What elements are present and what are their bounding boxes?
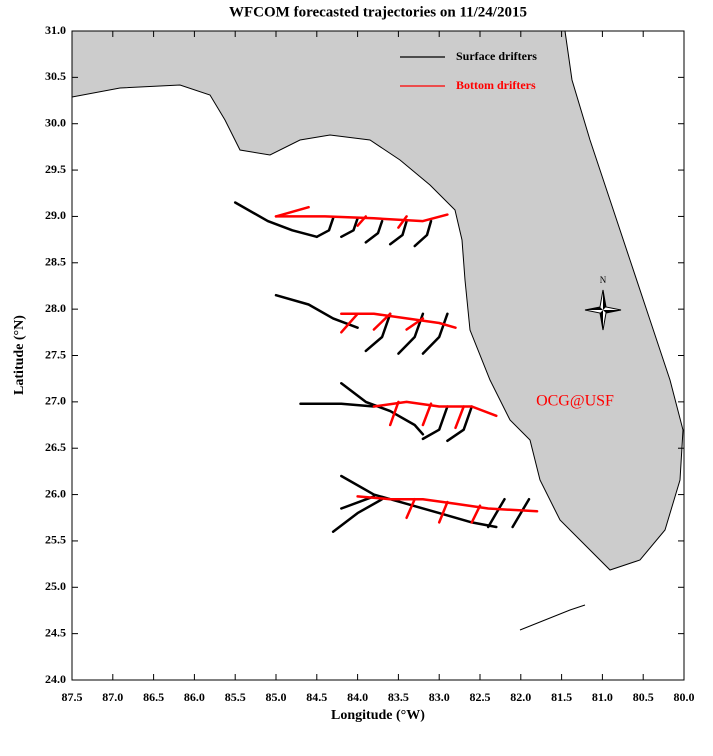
trajectory	[405, 497, 416, 520]
x-tick-label: 84.5	[306, 690, 327, 704]
x-tick-label: 83.5	[388, 690, 409, 704]
y-tick-label: 31.0	[45, 23, 66, 37]
trajectory	[372, 400, 498, 418]
y-tick-label: 30.0	[45, 115, 66, 129]
trajectory	[331, 497, 384, 533]
trajectory	[397, 215, 408, 229]
trajectory	[421, 402, 433, 427]
trajectory	[340, 382, 425, 436]
compass-label: N	[600, 275, 607, 285]
trajectory	[421, 405, 449, 441]
y-tick-label: 27.0	[45, 394, 66, 408]
trajectory	[315, 217, 335, 239]
y-tick-label: 27.5	[45, 347, 66, 361]
trajectory	[470, 504, 482, 524]
y-tick-label: 26.0	[45, 486, 66, 500]
x-tick-label: 83.0	[429, 690, 450, 704]
trajectory	[274, 205, 310, 218]
trajectory	[274, 293, 359, 329]
trajectory	[388, 219, 408, 246]
y-tick-label: 25.0	[45, 579, 66, 593]
trajectory	[340, 312, 359, 334]
keys	[519, 604, 586, 631]
x-tick-label: 87.5	[62, 690, 83, 704]
y-tick-label: 28.0	[45, 301, 66, 315]
trajectory	[364, 219, 384, 244]
trajectory	[364, 312, 392, 353]
x-tick-label: 80.0	[674, 690, 695, 704]
y-tick-label: 29.0	[45, 208, 66, 222]
y-tick-label: 24.5	[45, 625, 66, 639]
trajectory	[454, 405, 465, 430]
y-tick-label: 24.0	[45, 672, 66, 686]
x-axis-label: Longitude (°W)	[331, 708, 425, 723]
chart-title: WFCOM forecasted trajectories on 11/24/2…	[229, 4, 527, 20]
trajectory	[340, 312, 457, 329]
x-tick-label: 86.0	[184, 690, 205, 704]
x-tick-label: 87.0	[102, 690, 123, 704]
trajectory	[356, 495, 539, 513]
compass: N	[584, 275, 622, 331]
x-tick-label: 81.0	[592, 690, 613, 704]
trajectory	[413, 219, 433, 248]
land	[72, 31, 684, 571]
trajectory	[356, 215, 368, 227]
legend-label: Surface drifters	[456, 49, 537, 63]
x-tick-label: 85.0	[266, 690, 287, 704]
y-axis-label: Latitude (°N)	[12, 315, 27, 395]
trajectory	[446, 405, 474, 443]
legend-label: Bottom drifters	[456, 78, 536, 92]
x-tick-label: 82.5	[470, 690, 491, 704]
y-tick-label: 25.5	[45, 533, 66, 547]
x-tick-label: 86.5	[143, 690, 164, 704]
trajectory	[274, 213, 449, 223]
trajectory	[233, 201, 319, 239]
trajectory	[511, 497, 531, 529]
trajectory	[437, 500, 449, 524]
y-tick-label: 29.5	[45, 162, 66, 176]
y-tick-label: 28.5	[45, 255, 66, 269]
x-tick-label: 84.0	[347, 690, 368, 704]
trajectory	[486, 497, 506, 529]
trajectory	[421, 312, 449, 355]
x-tick-label: 82.0	[510, 690, 531, 704]
trajectory	[299, 402, 376, 408]
trajectory	[405, 317, 425, 331]
annotation: OCG@USF	[536, 393, 614, 410]
trajectory	[340, 474, 498, 529]
x-tick-label: 80.5	[633, 690, 654, 704]
trajectory	[372, 312, 392, 331]
y-tick-label: 30.5	[45, 69, 66, 83]
trajectory	[388, 400, 400, 427]
x-tick-label: 85.5	[225, 690, 246, 704]
y-tick-label: 26.5	[45, 440, 66, 454]
trajectory	[340, 217, 359, 239]
x-tick-label: 81.5	[551, 690, 572, 704]
